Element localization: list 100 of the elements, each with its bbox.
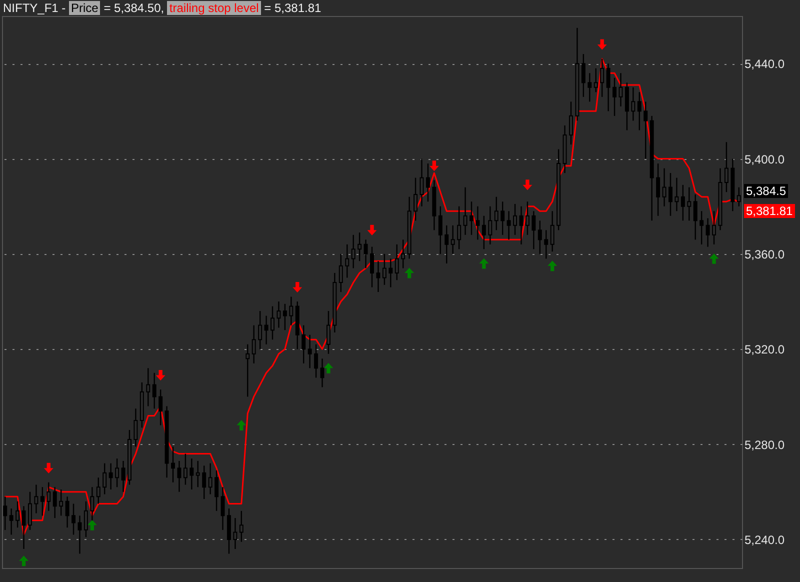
candlestick <box>544 230 548 260</box>
point <box>709 253 719 264</box>
candlestick <box>624 82 629 131</box>
candlestick <box>134 408 138 448</box>
candlestick <box>190 458 194 490</box>
candlestick <box>177 460 182 492</box>
candlestick <box>693 194 698 240</box>
candlestick <box>121 460 126 492</box>
line-series <box>4 58 740 536</box>
candlestick <box>370 246 374 288</box>
point <box>156 370 166 381</box>
candlestick <box>519 206 524 246</box>
point <box>87 520 97 530</box>
candlestick <box>444 224 449 264</box>
y-tick-label: 5,240.0 <box>744 532 785 547</box>
candlestick <box>34 484 38 514</box>
candlestick <box>196 460 200 488</box>
candlestick <box>358 232 362 262</box>
candlestick <box>270 306 275 340</box>
candlestick <box>736 186 741 207</box>
candlestick <box>84 500 88 538</box>
candlestick <box>220 486 225 531</box>
candlestick <box>320 358 324 388</box>
candlestick <box>364 239 368 269</box>
candlestick <box>158 388 163 426</box>
candlestick <box>302 324 306 364</box>
point <box>44 462 54 474</box>
candlestick <box>568 101 573 146</box>
text: = 5,384.50, <box>102 1 166 15</box>
candlestick <box>16 500 20 528</box>
candlestick <box>345 244 350 278</box>
candlestick <box>338 253 343 293</box>
candlestick <box>152 372 156 410</box>
candlestick <box>420 158 424 207</box>
candlestick <box>289 296 294 326</box>
candlestick <box>314 344 318 378</box>
candlestick <box>581 53 586 98</box>
candlestick <box>115 458 120 488</box>
candlestick <box>282 303 287 331</box>
candlestick <box>72 503 76 536</box>
candlestick <box>252 324 256 364</box>
y-tick-label: 5,280.0 <box>744 438 785 452</box>
candlestick <box>488 206 492 246</box>
candlestick <box>606 62 610 112</box>
candlestick <box>506 210 511 240</box>
candlestick <box>171 446 176 483</box>
candlestick <box>438 206 442 255</box>
candlestick <box>46 482 51 512</box>
candlestick <box>108 462 113 490</box>
y-tick-label: 5,320.0 <box>744 342 785 357</box>
candlestick <box>450 224 455 255</box>
candlestick <box>326 310 330 354</box>
point <box>404 268 414 278</box>
candlestick <box>662 168 666 207</box>
point <box>429 160 439 172</box>
text: 5,384.5 <box>744 184 788 198</box>
candlestick <box>59 488 64 516</box>
candlestick <box>469 200 474 236</box>
candlestick <box>631 86 636 122</box>
candlestick <box>700 210 704 246</box>
text: 5,381.81 <box>744 204 795 218</box>
candlestick <box>494 196 498 231</box>
candlestick <box>618 72 623 108</box>
candlestick <box>712 210 716 246</box>
candlestick <box>532 210 536 250</box>
candlestick <box>414 177 418 222</box>
candlestick <box>351 234 356 269</box>
point <box>324 362 334 374</box>
candlestick <box>668 172 672 216</box>
candlestick <box>656 162 660 216</box>
point <box>367 224 377 236</box>
chart-title: NIFTY_F1 - <box>3 1 67 15</box>
candlestick <box>9 508 14 536</box>
candlestick <box>550 210 554 252</box>
candlestick <box>3 496 8 531</box>
candlestick <box>52 486 57 519</box>
candlestick <box>637 92 642 131</box>
candlestick <box>226 508 231 554</box>
candlestick <box>706 218 710 248</box>
candlestick <box>264 315 268 345</box>
candlestick <box>96 476 100 504</box>
candlestick <box>233 517 238 550</box>
candlestick <box>376 260 380 293</box>
candlestick <box>202 465 206 500</box>
candlestick <box>22 506 26 550</box>
candlestick <box>401 239 406 269</box>
y-tick-label: 5,400.0 <box>744 152 785 166</box>
candlestick <box>239 510 244 542</box>
candlestick <box>308 334 312 369</box>
candlestick <box>482 215 486 250</box>
candlestick <box>612 77 617 117</box>
candlestick <box>183 453 188 486</box>
candlestick <box>40 486 44 516</box>
candlestick <box>426 162 430 202</box>
candlestick <box>208 462 212 495</box>
candlestick <box>246 344 250 398</box>
point <box>479 258 489 269</box>
point <box>292 282 302 292</box>
point <box>548 260 558 272</box>
candlestick <box>588 72 592 102</box>
